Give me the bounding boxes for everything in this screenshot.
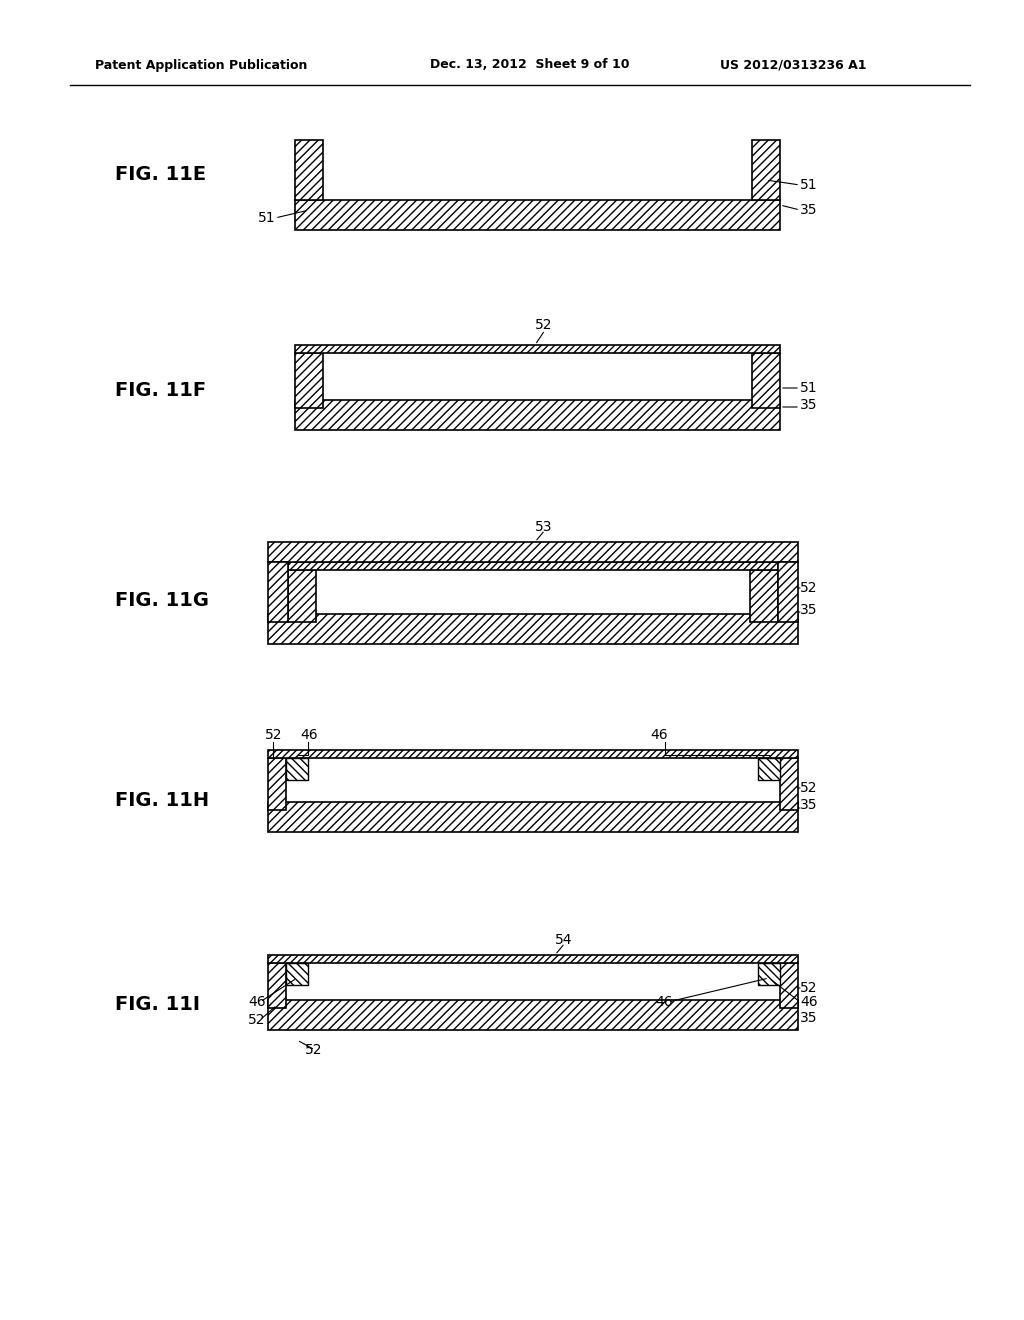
Text: FIG. 11I: FIG. 11I [115,995,200,1015]
Bar [758,964,780,985]
Text: FIG. 11F: FIG. 11F [115,380,206,400]
Bar [758,758,780,780]
Text: 52: 52 [800,781,817,795]
Text: 46: 46 [650,729,668,742]
Bar [295,140,323,201]
Bar [288,562,778,570]
Text: 35: 35 [800,399,817,412]
Text: 51: 51 [258,211,275,224]
Bar [286,964,308,985]
Bar [268,758,286,810]
Text: 46: 46 [248,995,265,1008]
Text: 46: 46 [655,995,673,1008]
Text: 52: 52 [535,318,553,333]
Bar [268,750,798,758]
Text: US 2012/0313236 A1: US 2012/0313236 A1 [720,58,866,71]
Text: Dec. 13, 2012  Sheet 9 of 10: Dec. 13, 2012 Sheet 9 of 10 [430,58,630,71]
Text: 35: 35 [800,203,817,216]
Text: 52: 52 [800,581,817,595]
Text: FIG. 11E: FIG. 11E [115,165,206,185]
Text: 52: 52 [800,981,817,995]
Bar [295,201,780,230]
Bar [295,352,323,408]
Bar [268,964,286,1008]
Text: 52: 52 [305,1043,323,1057]
Text: FIG. 11H: FIG. 11H [115,791,209,809]
Bar [295,345,780,352]
Text: FIG. 11G: FIG. 11G [115,590,209,610]
Bar [752,352,780,408]
Bar [752,140,780,201]
Text: 35: 35 [800,799,817,812]
Text: 53: 53 [535,520,553,535]
Text: 51: 51 [800,381,817,395]
Bar [780,964,798,1008]
Bar [286,758,308,780]
Bar [268,562,288,622]
Bar [288,570,316,622]
Bar [268,803,798,832]
Text: 46: 46 [800,995,817,1008]
Text: 52: 52 [265,729,283,742]
Bar [268,543,798,562]
Text: Patent Application Publication: Patent Application Publication [95,58,307,71]
Text: 46: 46 [300,729,317,742]
Bar [295,400,780,430]
Bar [268,1001,798,1030]
Bar [780,758,798,810]
Bar [750,570,778,622]
Text: 54: 54 [555,933,572,946]
Bar [268,954,798,964]
Text: 35: 35 [800,603,817,616]
Bar [268,614,798,644]
Text: 52: 52 [248,1012,265,1027]
Text: 51: 51 [800,178,817,191]
Text: 35: 35 [800,1011,817,1026]
Bar [778,562,798,622]
